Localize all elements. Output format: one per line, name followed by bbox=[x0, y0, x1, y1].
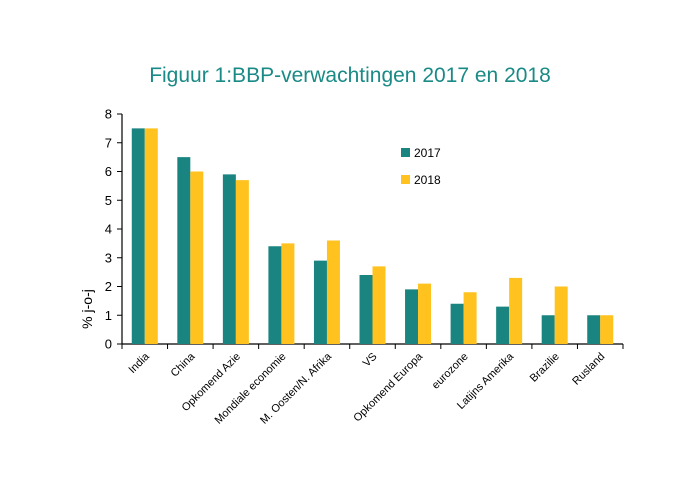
y-tick-label: 1 bbox=[105, 308, 112, 323]
bar-2018 bbox=[144, 128, 158, 344]
bar-2018 bbox=[190, 171, 204, 344]
bar-2017 bbox=[359, 275, 373, 344]
bar-2018 bbox=[326, 240, 340, 344]
y-tick-label: 3 bbox=[105, 250, 112, 265]
y-tick-label: 0 bbox=[105, 337, 112, 352]
bar-2018 bbox=[600, 315, 614, 344]
y-tick-label: 4 bbox=[105, 222, 112, 237]
legend-label: 2018 bbox=[414, 173, 441, 187]
bar-2017 bbox=[313, 260, 327, 344]
bar-2017 bbox=[177, 157, 191, 344]
bar-2017 bbox=[131, 128, 145, 344]
x-category-label: Brazilie bbox=[528, 351, 562, 385]
y-tick-label: 2 bbox=[105, 279, 112, 294]
bar-2017 bbox=[405, 289, 419, 344]
x-category-label: VS bbox=[361, 351, 380, 370]
bar-2017 bbox=[222, 174, 236, 344]
bar-2017 bbox=[541, 315, 555, 344]
bar-2017 bbox=[496, 306, 510, 344]
bar-2017 bbox=[587, 315, 601, 344]
bar-2018 bbox=[463, 292, 477, 344]
x-category-label: China bbox=[169, 350, 198, 379]
bar-2018 bbox=[509, 277, 523, 344]
bar-2018 bbox=[554, 286, 568, 344]
x-category-label: eurozone bbox=[430, 351, 471, 392]
bar-2018 bbox=[281, 243, 295, 344]
bar-2017 bbox=[268, 246, 282, 344]
bar-2018 bbox=[418, 283, 432, 344]
bar-2017 bbox=[450, 303, 464, 344]
x-category-label: India bbox=[127, 350, 153, 376]
legend-swatch-2017 bbox=[401, 148, 410, 157]
legend-label: 2017 bbox=[414, 146, 441, 160]
bar-2018 bbox=[235, 180, 249, 344]
y-tick-label: 6 bbox=[105, 164, 112, 179]
y-axis-label: % j-o-j bbox=[79, 289, 95, 329]
y-tick-label: 7 bbox=[105, 135, 112, 150]
bar-2018 bbox=[372, 266, 386, 344]
chart-title: Figuur 1:BBP-verwachtingen 2017 en 2018 bbox=[149, 64, 551, 87]
y-tick-label: 8 bbox=[105, 107, 112, 122]
x-category-label: Rusland bbox=[570, 351, 607, 388]
legend-swatch-2018 bbox=[401, 175, 410, 184]
y-tick-label: 5 bbox=[105, 193, 112, 208]
